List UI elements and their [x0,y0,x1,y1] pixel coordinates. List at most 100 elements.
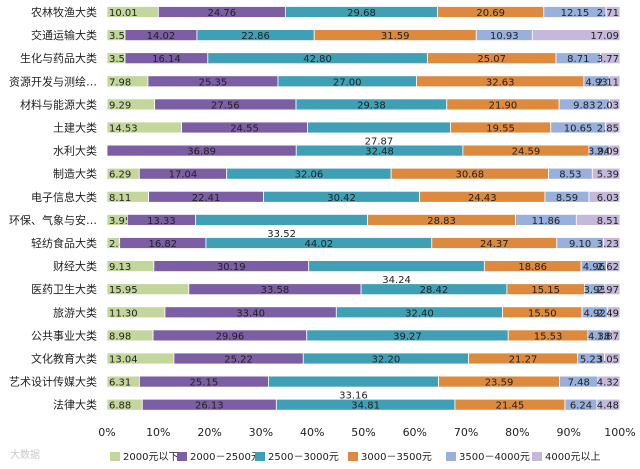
data-label: 17.04 [169,170,198,181]
bar-row: 15.95 33.58 28.42 15.15 3.932.97 [106,283,621,296]
data-label: 29.38 [357,100,386,111]
legend[interactable]: 2000元以下 2000－2500元 2500－3000元 3000－3500元 350… [110,451,600,463]
bar-row: 6.31 25.15 33.16 23.59 7.48 4.32 [106,375,621,402]
category-label: 法律大类 [53,398,97,412]
data-label: 30.68 [456,170,485,181]
data-label: 3.77 [597,54,619,65]
bar-segment [267,375,439,388]
category-label: 文化教育大类 [31,352,97,366]
data-label: 6.24 [570,401,592,412]
x-tick-label: 60% [403,426,427,439]
data-label: 29.96 [216,331,245,342]
category-label: 交通运输大类 [31,28,97,42]
data-label: 9.13 [109,262,131,273]
legend-swatch [348,452,358,461]
data-label: 13.04 [109,355,138,366]
data-label: 15.95 [109,285,138,296]
bar-segment [596,398,621,411]
data-label: 20.69 [476,8,505,19]
data-label: 33.40 [236,308,265,319]
data-label: 39.27 [393,331,422,342]
legend-label: 2000元以下 [123,452,178,463]
legend-item[interactable]: 3000－3500元 [348,452,432,463]
category-label: 环保、气象与安… [9,213,97,227]
legend-item[interactable]: 2000元以下 [110,452,178,463]
bar-segment [609,98,621,111]
legend-label: 4000元以上 [545,451,600,463]
data-label: 8.98 [109,331,131,342]
data-label: 30.42 [327,193,356,204]
data-label: 2.71 [597,8,619,19]
data-label: 8.53 [559,170,581,181]
data-label: 3.94 [588,147,610,158]
data-label: 6.31 [109,378,131,389]
bar-segment [605,6,621,18]
data-label: 32.20 [372,355,401,366]
data-label: 44.02 [305,239,334,250]
data-label: 3.05 [597,355,619,366]
legend-item[interactable]: 4000元以上 [532,451,600,463]
data-label: 27.56 [211,100,240,111]
legend-swatch [446,452,456,461]
category-label: 农林牧渔大类 [31,5,97,19]
bar-segment [608,144,621,157]
data-label: 8.59 [556,193,578,204]
bar-segment [606,260,621,273]
data-label: 9.29 [109,100,131,111]
data-label: 7.98 [109,77,131,88]
legend-item[interactable]: 2500－3000元 [255,452,339,463]
watermark-text: 大数据 [10,450,40,461]
data-label: 4.96 [583,262,605,273]
bar-row: 10.01 24.76 29.68 20.69 12.15 2.71 [106,6,621,19]
data-label: 7.48 [568,378,590,389]
legend-swatch [177,452,187,461]
data-label: 2.49 [597,308,619,319]
data-label: 42.80 [303,54,332,65]
legend-item[interactable]: 2000－2500元 [177,452,261,463]
data-label: 2.11 [597,77,619,88]
data-label: 3.51 [109,54,131,65]
data-label: 6.29 [109,170,131,181]
data-label: 4.93 [585,77,607,88]
data-label: 5.23 [580,355,602,366]
x-tick-label: 50% [351,426,375,439]
legend-item[interactable]: 3500－4000元 [446,452,530,463]
category-label: 旅游大类 [53,305,97,319]
legend-swatch [532,452,542,461]
legend-label: 2500－3000元 [268,452,339,463]
bar-row: 3.51 14.02 22.86 31.59 10.93 17.09 [106,29,621,42]
bar-segment [604,352,621,365]
bar-row: 11.30 33.40 32.40 15.50 4.922.49 [106,306,621,319]
data-label: 9.83 [573,100,595,111]
x-tick-label: 90% [556,426,580,439]
data-label: 15.53 [534,331,563,342]
data-label: 6.88 [109,401,131,412]
x-tick-label: 10% [146,426,170,439]
bar-row: 3.95 13.33 33.52 28.83 11.86 8.51 [106,213,621,240]
data-label: 2.09 [597,147,619,158]
data-label: 8.71 [567,54,589,65]
data-label: 14.02 [147,31,176,42]
x-tick-label: 40% [300,426,324,439]
data-label: 14.53 [109,124,138,135]
data-label: 27.87 [365,137,394,148]
data-label: 25.07 [477,54,506,65]
data-label: 24.43 [468,193,497,204]
data-label: 31.59 [381,31,410,42]
data-label: 21.90 [489,100,518,111]
data-label: 8.11 [109,193,131,204]
data-label: 2.97 [597,285,619,296]
data-label: 32.63 [486,77,515,88]
category-label: 材料与能源大类 [20,97,97,111]
bar-row: 3.51 16.14 42.80 25.07 8.71 3.77 [106,52,621,65]
data-label: 10.01 [109,8,138,19]
bar-row: 9.13 30.19 34.24 18.86 4.962.62 [106,260,621,286]
data-label: 28.83 [427,216,456,227]
data-label: 8.51 [597,216,619,227]
x-tick-label: 20% [197,426,221,439]
data-label: 30.19 [217,262,246,273]
data-label: 4.48 [597,401,619,412]
data-label: 10.93 [490,31,519,42]
bar-segment [604,283,621,296]
data-label: 24.37 [480,239,509,250]
